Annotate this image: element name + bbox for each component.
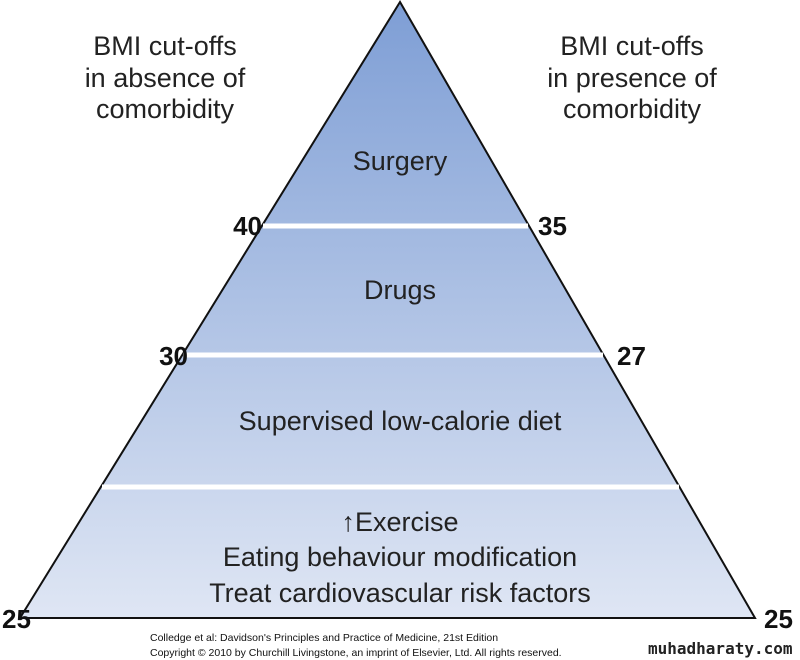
citation: Copyright © 2010 by Churchill Livingston… (150, 647, 562, 659)
right-heading: comorbidity (563, 94, 702, 124)
right-cutoff: 25 (764, 604, 793, 634)
tier-label: Surgery (353, 146, 448, 176)
tier-label: ↑Exercise (341, 507, 458, 537)
left-cutoff: 30 (159, 341, 188, 371)
left-heading: BMI cut-offs (93, 31, 237, 61)
left-heading: comorbidity (96, 94, 235, 124)
tier-label: Drugs (364, 275, 436, 305)
tier-label: Treat cardiovascular risk factors (209, 578, 591, 608)
watermark: muhadharaty.com (648, 639, 793, 658)
pyramid (18, 0, 757, 619)
left-heading: in absence of (85, 63, 246, 93)
right-cutoff: 27 (617, 341, 646, 371)
citation: Colledge et al: Davidson's Principles an… (150, 632, 498, 644)
right-cutoff: 35 (538, 211, 567, 241)
tier-label: Eating behaviour modification (223, 542, 577, 572)
left-cutoff: 40 (233, 211, 262, 241)
left-cutoff: 25 (2, 604, 31, 634)
tier-label: Supervised low-calorie diet (239, 406, 562, 436)
right-heading: BMI cut-offs (560, 31, 704, 61)
right-heading: in presence of (547, 63, 717, 93)
